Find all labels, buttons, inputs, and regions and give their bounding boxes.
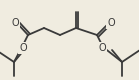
Text: O: O — [107, 18, 115, 28]
Text: O: O — [98, 43, 106, 53]
Text: O: O — [19, 43, 27, 53]
Text: O: O — [11, 18, 19, 28]
